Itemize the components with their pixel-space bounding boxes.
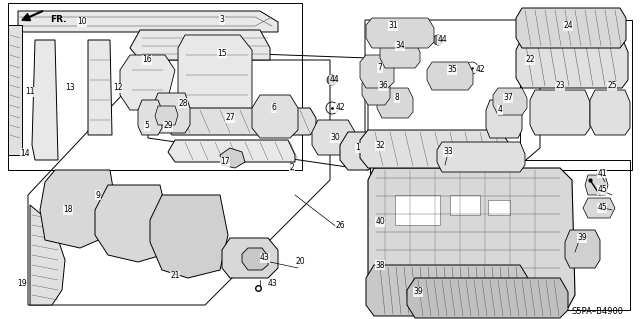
Text: 4: 4 <box>497 106 502 115</box>
Text: 13: 13 <box>65 84 75 93</box>
Polygon shape <box>380 42 420 68</box>
Text: 45: 45 <box>597 186 607 195</box>
Text: 39: 39 <box>413 287 423 296</box>
Circle shape <box>327 75 337 85</box>
Polygon shape <box>8 25 22 155</box>
Text: 41: 41 <box>597 168 607 177</box>
Polygon shape <box>340 132 375 170</box>
Polygon shape <box>130 30 270 60</box>
Polygon shape <box>368 168 575 308</box>
Polygon shape <box>18 11 278 32</box>
Text: 32: 32 <box>375 142 385 151</box>
Text: 29: 29 <box>163 122 173 130</box>
Text: FR.: FR. <box>50 16 67 25</box>
Text: 2: 2 <box>290 164 294 173</box>
Polygon shape <box>168 140 295 162</box>
Polygon shape <box>590 90 630 135</box>
Text: 28: 28 <box>179 99 188 108</box>
Polygon shape <box>220 148 245 168</box>
Polygon shape <box>516 38 628 88</box>
Text: 18: 18 <box>63 205 73 214</box>
Polygon shape <box>366 265 528 316</box>
Polygon shape <box>360 130 508 168</box>
Polygon shape <box>166 108 316 135</box>
Text: 21: 21 <box>170 271 180 280</box>
Text: S5PA–B4900: S5PA–B4900 <box>572 308 624 316</box>
Polygon shape <box>312 120 355 155</box>
Text: 31: 31 <box>388 21 398 31</box>
Text: 11: 11 <box>25 87 35 97</box>
Polygon shape <box>222 238 278 278</box>
Text: 19: 19 <box>17 278 27 287</box>
Text: 37: 37 <box>503 93 513 102</box>
Text: 35: 35 <box>447 65 457 75</box>
Text: 17: 17 <box>220 158 230 167</box>
Polygon shape <box>437 142 525 172</box>
Text: 7: 7 <box>378 63 383 72</box>
Text: 43: 43 <box>267 279 277 288</box>
Text: 45: 45 <box>597 204 607 212</box>
Polygon shape <box>565 230 600 268</box>
Polygon shape <box>152 93 190 133</box>
Text: 39: 39 <box>577 234 587 242</box>
Text: 34: 34 <box>395 41 405 50</box>
Text: 23: 23 <box>555 81 565 91</box>
Text: 10: 10 <box>77 18 87 26</box>
Polygon shape <box>427 62 473 90</box>
Text: 38: 38 <box>375 261 385 270</box>
Text: 27: 27 <box>225 114 235 122</box>
Text: 16: 16 <box>142 56 152 64</box>
Polygon shape <box>395 195 440 225</box>
Polygon shape <box>516 8 626 48</box>
Text: 40: 40 <box>375 218 385 226</box>
Polygon shape <box>32 40 58 160</box>
Text: 9: 9 <box>95 190 100 199</box>
Polygon shape <box>360 55 394 88</box>
Text: 12: 12 <box>113 84 123 93</box>
Polygon shape <box>242 248 268 270</box>
Text: 30: 30 <box>330 133 340 143</box>
Text: 26: 26 <box>335 221 345 231</box>
Text: 42: 42 <box>475 65 485 75</box>
Text: 8: 8 <box>395 93 399 102</box>
Text: 44: 44 <box>437 35 447 44</box>
Polygon shape <box>120 55 175 110</box>
Text: 1: 1 <box>356 144 360 152</box>
Text: 6: 6 <box>271 103 276 113</box>
Text: 5: 5 <box>145 122 149 130</box>
Text: 3: 3 <box>220 16 225 25</box>
Text: 42: 42 <box>335 103 345 113</box>
Text: 36: 36 <box>378 81 388 91</box>
Polygon shape <box>150 195 228 278</box>
Text: 24: 24 <box>563 21 573 31</box>
Polygon shape <box>377 88 413 118</box>
Polygon shape <box>88 40 112 135</box>
Polygon shape <box>178 35 252 125</box>
Text: 25: 25 <box>607 81 617 91</box>
Polygon shape <box>530 90 590 135</box>
Polygon shape <box>252 95 298 138</box>
Polygon shape <box>486 100 522 138</box>
Polygon shape <box>493 88 527 115</box>
Polygon shape <box>407 278 568 318</box>
Text: 33: 33 <box>443 147 453 157</box>
Polygon shape <box>30 205 65 305</box>
Text: 14: 14 <box>20 149 30 158</box>
Polygon shape <box>450 195 480 215</box>
Polygon shape <box>366 18 434 48</box>
Polygon shape <box>155 106 178 125</box>
Polygon shape <box>138 100 162 135</box>
Text: 44: 44 <box>329 76 339 85</box>
Text: 22: 22 <box>525 56 535 64</box>
Polygon shape <box>40 170 115 248</box>
Polygon shape <box>585 175 608 195</box>
Polygon shape <box>488 200 510 215</box>
Polygon shape <box>583 198 615 218</box>
Circle shape <box>433 35 443 45</box>
Polygon shape <box>362 75 390 105</box>
Text: 20: 20 <box>295 257 305 266</box>
Text: 15: 15 <box>217 48 227 57</box>
Text: 43: 43 <box>260 254 270 263</box>
Polygon shape <box>95 185 168 262</box>
